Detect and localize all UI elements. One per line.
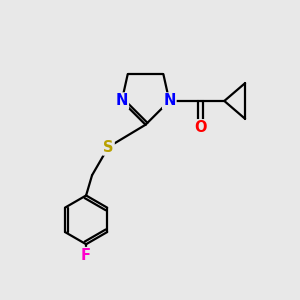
Text: O: O (194, 120, 207, 135)
Text: N: N (163, 94, 176, 109)
Text: F: F (81, 248, 91, 263)
Text: N: N (116, 94, 128, 109)
Text: S: S (103, 140, 114, 154)
